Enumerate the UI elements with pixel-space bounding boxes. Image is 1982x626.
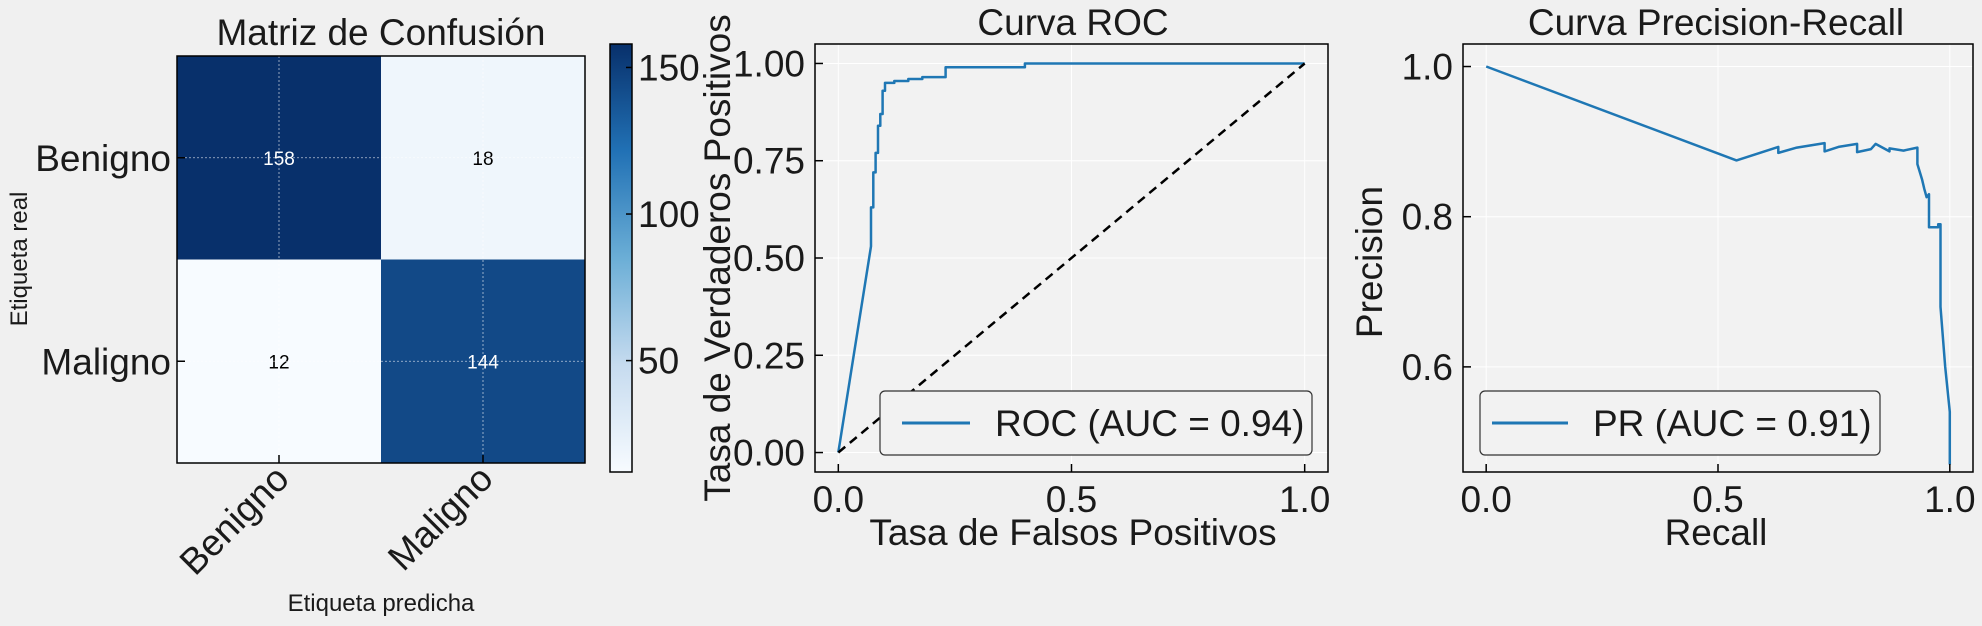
roc-curve <box>837 62 1305 453</box>
pr-y-tick-label: 0.8 <box>1402 197 1453 238</box>
pr-x-tick-label: 0.0 <box>1460 479 1511 520</box>
pr-xlabel: Recall <box>1665 512 1768 553</box>
pr-y-tick-label: 0.6 <box>1402 347 1453 388</box>
colorbar-tick-label: 150 <box>638 47 700 88</box>
pr-legend: PR (AUC = 0.91) <box>1479 390 1881 456</box>
cm-y-tick-label: Maligno <box>41 341 171 382</box>
cm-x-tick-label: Maligno <box>380 458 501 579</box>
pr-x-tick-label: 1.0 <box>1924 479 1975 520</box>
pr-legend-box <box>1479 390 1881 456</box>
pr-legend-label: PR (AUC = 0.91) <box>1593 403 1872 444</box>
roc-y-tick-label: 0.75 <box>733 141 805 182</box>
roc-legend-label: ROC (AUC = 0.94) <box>995 403 1304 444</box>
roc-x-tick-label: 1.0 <box>1279 479 1330 520</box>
roc-x-tick-label: 0.0 <box>813 479 864 520</box>
colorbar-tick-label: 50 <box>638 341 679 382</box>
roc-legend: ROC (AUC = 0.94) <box>879 390 1313 456</box>
roc-y-tick-label: 0.50 <box>733 238 805 279</box>
pr-title: Curva Precision-Recall <box>1528 2 1904 43</box>
roc-diagonal-line <box>837 62 1306 454</box>
roc-x-tick-label: 0.5 <box>1046 479 1097 520</box>
cm-ylabel: Etiqueta real <box>6 192 33 327</box>
pr-ylabel: Precision <box>1349 186 1390 338</box>
cm-cell-label: 144 <box>467 352 499 373</box>
roc-y-tick-label: 0.25 <box>733 335 805 376</box>
roc-y-tick-label: 0.00 <box>733 433 805 474</box>
roc-legend-box <box>879 390 1313 456</box>
cm-cell-label: 12 <box>268 352 289 373</box>
roc-xlabel: Tasa de Falsos Positivos <box>869 512 1276 553</box>
confusion-matrix-panel: Matriz de Confusión 158 18 12 144 Benigno Ma… <box>6 12 700 617</box>
colorbar-tick-label: 100 <box>638 194 700 235</box>
cm-xlabel: Etiqueta predicha <box>288 590 475 617</box>
cm-cell-label: 18 <box>472 149 493 170</box>
pr-curve <box>1485 65 1952 465</box>
roc-ylabel: Tasa de Verdaderos Positivos <box>697 14 738 501</box>
pr-x-tick-label: 0.5 <box>1692 479 1743 520</box>
cm-frame <box>176 55 586 464</box>
roc-title: Curva ROC <box>977 2 1168 43</box>
roc-y-tick-label: 1.00 <box>733 43 805 84</box>
pr-y-tick-label: 1.0 <box>1402 47 1453 88</box>
colorbar <box>609 43 633 473</box>
cm-title: Matriz de Confusión <box>216 12 545 53</box>
cm-cell-label: 158 <box>263 149 295 170</box>
pr-panel: Curva Precision-Recall 0.0 0.5 1.0 0.6 0.8 1.… <box>1349 2 1976 553</box>
cm-x-tick-label: Benigno <box>172 458 297 583</box>
roc-panel: Curva ROC 0.0 0.5 1.00.000.250.500.751.00 … <box>697 2 1330 553</box>
cm-y-tick-label: Benigno <box>35 138 171 179</box>
